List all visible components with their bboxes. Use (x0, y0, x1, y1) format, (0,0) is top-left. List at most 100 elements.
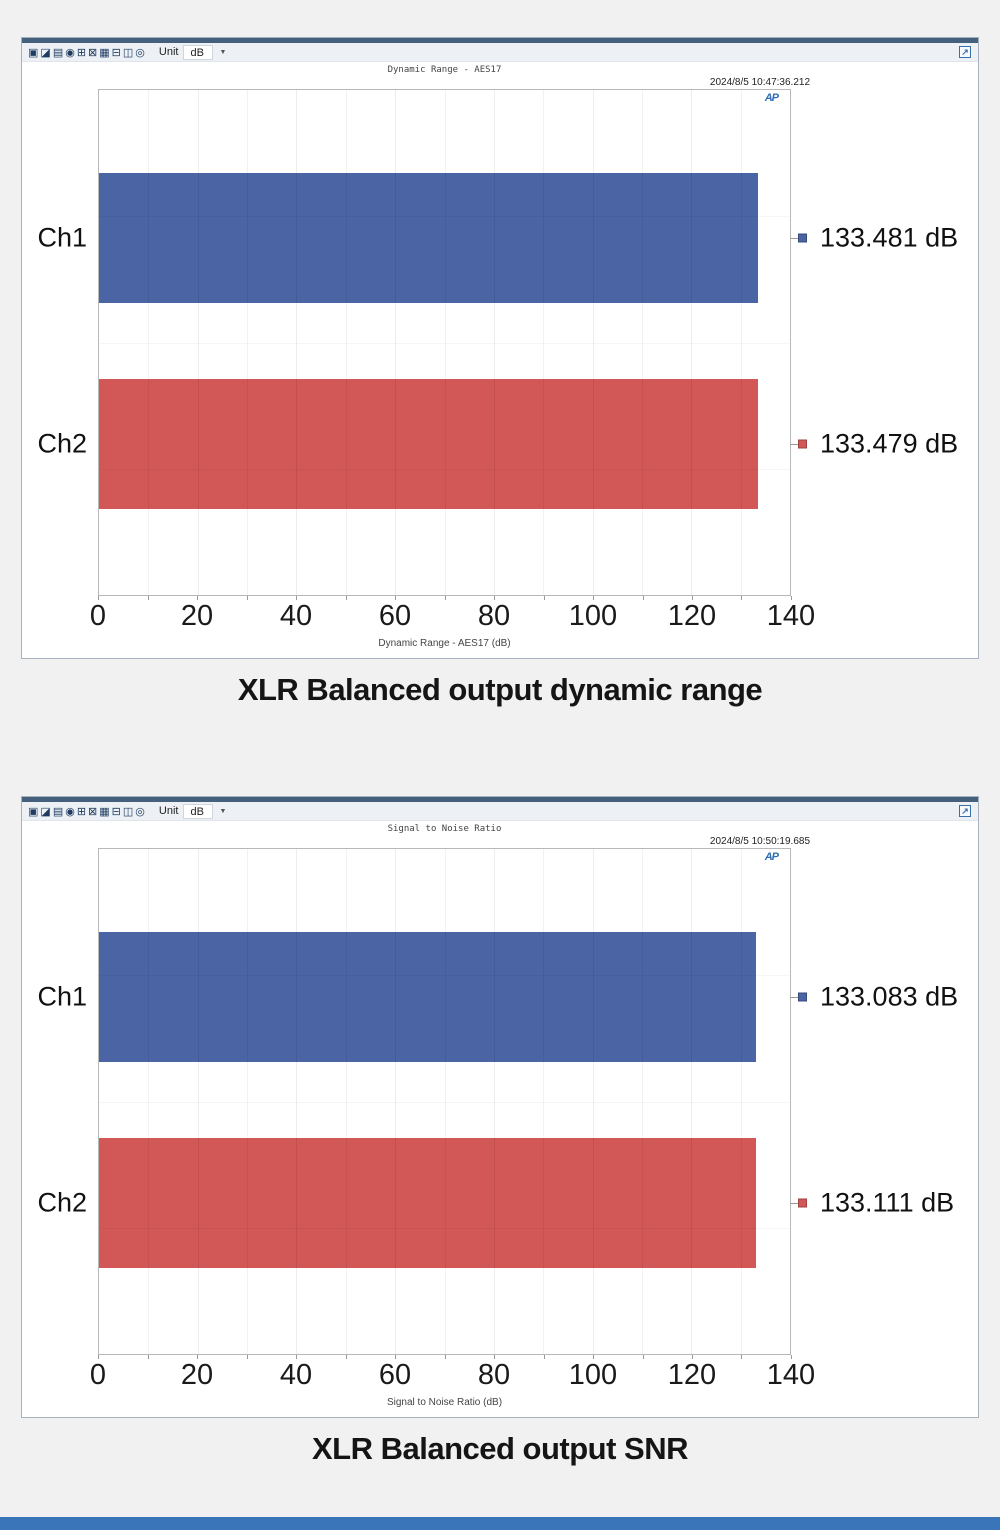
gridline-vertical (691, 90, 693, 595)
zoom-icon[interactable]: ◉ (65, 806, 75, 818)
footer-bar (0, 1517, 1000, 1530)
unit-label: Unit (158, 46, 179, 58)
tick-mark (296, 596, 297, 600)
unit-dropdown[interactable]: dB (183, 803, 214, 819)
gridline-horizontal (99, 469, 790, 470)
window-title-strip (22, 797, 978, 802)
gridline-vertical (345, 90, 347, 595)
category-label: Ch2 (37, 428, 87, 459)
tick-label: 0 (89, 600, 107, 632)
graph-style-icon[interactable]: ◫ (122, 806, 134, 818)
value-readout: 133.111 dB (820, 1187, 955, 1218)
tick-label: 100 (568, 1359, 618, 1391)
category-label: Ch1 (37, 222, 87, 253)
expand-icon[interactable]: ⊠ (88, 806, 98, 818)
tick-label: 40 (279, 600, 313, 632)
tick-mark (642, 1355, 644, 1359)
table-icon[interactable]: ▦ (99, 47, 110, 59)
tick-label: 0 (89, 1359, 107, 1391)
chart-body: Signal to Noise Ratio 2024/8/5 10:50:19.… (22, 821, 978, 1417)
popout-icon[interactable]: ↗ (959, 805, 971, 817)
edit-icon[interactable]: ◪ (40, 806, 51, 818)
popout-icon[interactable]: ↗ (959, 46, 971, 58)
gridline-horizontal (99, 343, 790, 344)
ap-logo: AP (764, 92, 779, 104)
zoom-icon[interactable]: ◉ (65, 47, 75, 59)
tick-label: 80 (477, 600, 511, 632)
tick-label: 20 (180, 600, 214, 632)
tick-mark (494, 596, 495, 600)
tick-mark (345, 596, 347, 600)
category-label: Ch2 (37, 1187, 87, 1218)
bar-ch1 (99, 931, 756, 1063)
bar-ch2 (99, 378, 758, 510)
gridline-horizontal (99, 1102, 790, 1103)
tick-mark (98, 596, 99, 600)
save-icon[interactable]: ▣ (28, 806, 39, 818)
settings-icon[interactable]: ◎ (135, 47, 145, 59)
tick-mark (246, 596, 248, 600)
ap-logo: AP (764, 851, 779, 863)
tick-label: 20 (180, 1359, 214, 1391)
gridline-vertical (493, 849, 495, 1354)
value-marker (798, 1198, 807, 1208)
tick-mark (692, 1355, 693, 1359)
x-axis-ticks: 0 20 40 60 80 100 120 140 (90, 596, 815, 638)
save-icon[interactable]: ▣ (28, 47, 39, 59)
analyzer-window-snr: ▣ ◪ ▤ ◉ ⊞ ⊠ ▦ ⊟ ◫ ◎ Unit dB ▼ ↗ Signal to Noise R… (21, 796, 979, 1418)
collapse-icon[interactable]: ⊞ (76, 806, 87, 818)
tick-mark (444, 1355, 446, 1359)
gridline-vertical (444, 90, 446, 595)
tick-mark (246, 1355, 248, 1359)
chart-title: Signal to Noise Ratio (387, 824, 502, 834)
analyzer-window-dynamic-range: ▣ ◪ ▤ ◉ ⊞ ⊠ ▦ ⊟ ◫ ◎ Unit dB ▼ ↗ Dynamic Range - A… (21, 37, 979, 659)
gridline-vertical (197, 849, 199, 1354)
cursor-connector-line (790, 444, 798, 445)
collapse-icon[interactable]: ⊞ (76, 47, 87, 59)
tick-mark (147, 596, 149, 600)
tick-label: 100 (568, 600, 618, 632)
table-icon[interactable]: ▦ (99, 806, 110, 818)
gridline-vertical (395, 849, 397, 1354)
display-mode-icon[interactable]: ⊟ (111, 806, 121, 818)
tick-mark (741, 1355, 743, 1359)
settings-icon[interactable]: ◎ (135, 806, 145, 818)
tick-label: 120 (667, 600, 717, 632)
print-icon[interactable]: ▤ (52, 806, 64, 818)
toolbar-icon-group: ▣ ◪ ▤ ◉ ⊞ ⊠ ▦ ⊟ ◫ ◎ (28, 43, 147, 61)
edit-icon[interactable]: ◪ (40, 47, 51, 59)
print-icon[interactable]: ▤ (52, 47, 64, 59)
tick-mark (791, 596, 792, 600)
tick-mark (741, 596, 743, 600)
x-axis-label: Dynamic Range - AES17 (dB) (378, 638, 511, 649)
display-mode-icon[interactable]: ⊟ (111, 47, 121, 59)
graph-style-icon[interactable]: ◫ (122, 47, 134, 59)
plot-area: AP Ch1 133.083 dB Ch2 133.111 dB (37, 848, 958, 1355)
unit-dropdown-caret-icon[interactable]: ▼ (219, 807, 227, 815)
x-axis-label: Signal to Noise Ratio (dB) (386, 1397, 503, 1408)
unit-dropdown[interactable]: dB (183, 44, 214, 60)
tick-mark (593, 1355, 594, 1359)
gridline-vertical (543, 849, 545, 1354)
tick-label: 120 (667, 1359, 717, 1391)
bar-ch1 (99, 172, 758, 304)
x-axis-ticks: 0 20 40 60 80 100 120 140 (90, 1355, 815, 1397)
expand-icon[interactable]: ⊠ (88, 47, 98, 59)
tick-mark (395, 596, 396, 600)
tick-mark (395, 1355, 396, 1359)
gridline-vertical (592, 90, 594, 595)
category-label: Ch1 (37, 981, 87, 1012)
tick-label: 80 (477, 1359, 511, 1391)
tick-mark (543, 596, 545, 600)
tick-mark (345, 1355, 347, 1359)
tick-mark (444, 596, 446, 600)
tick-mark (791, 1355, 792, 1359)
unit-dropdown-caret-icon[interactable]: ▼ (219, 48, 227, 56)
chart-body: Dynamic Range - AES17 2024/8/5 10:47:36.… (22, 62, 978, 658)
bar-ch2 (99, 1137, 756, 1269)
window-title-strip (22, 38, 978, 43)
chart-title: Dynamic Range - AES17 (387, 65, 502, 75)
tick-label: 60 (378, 600, 412, 632)
gridline-vertical (543, 90, 545, 595)
gridline-vertical (345, 849, 347, 1354)
